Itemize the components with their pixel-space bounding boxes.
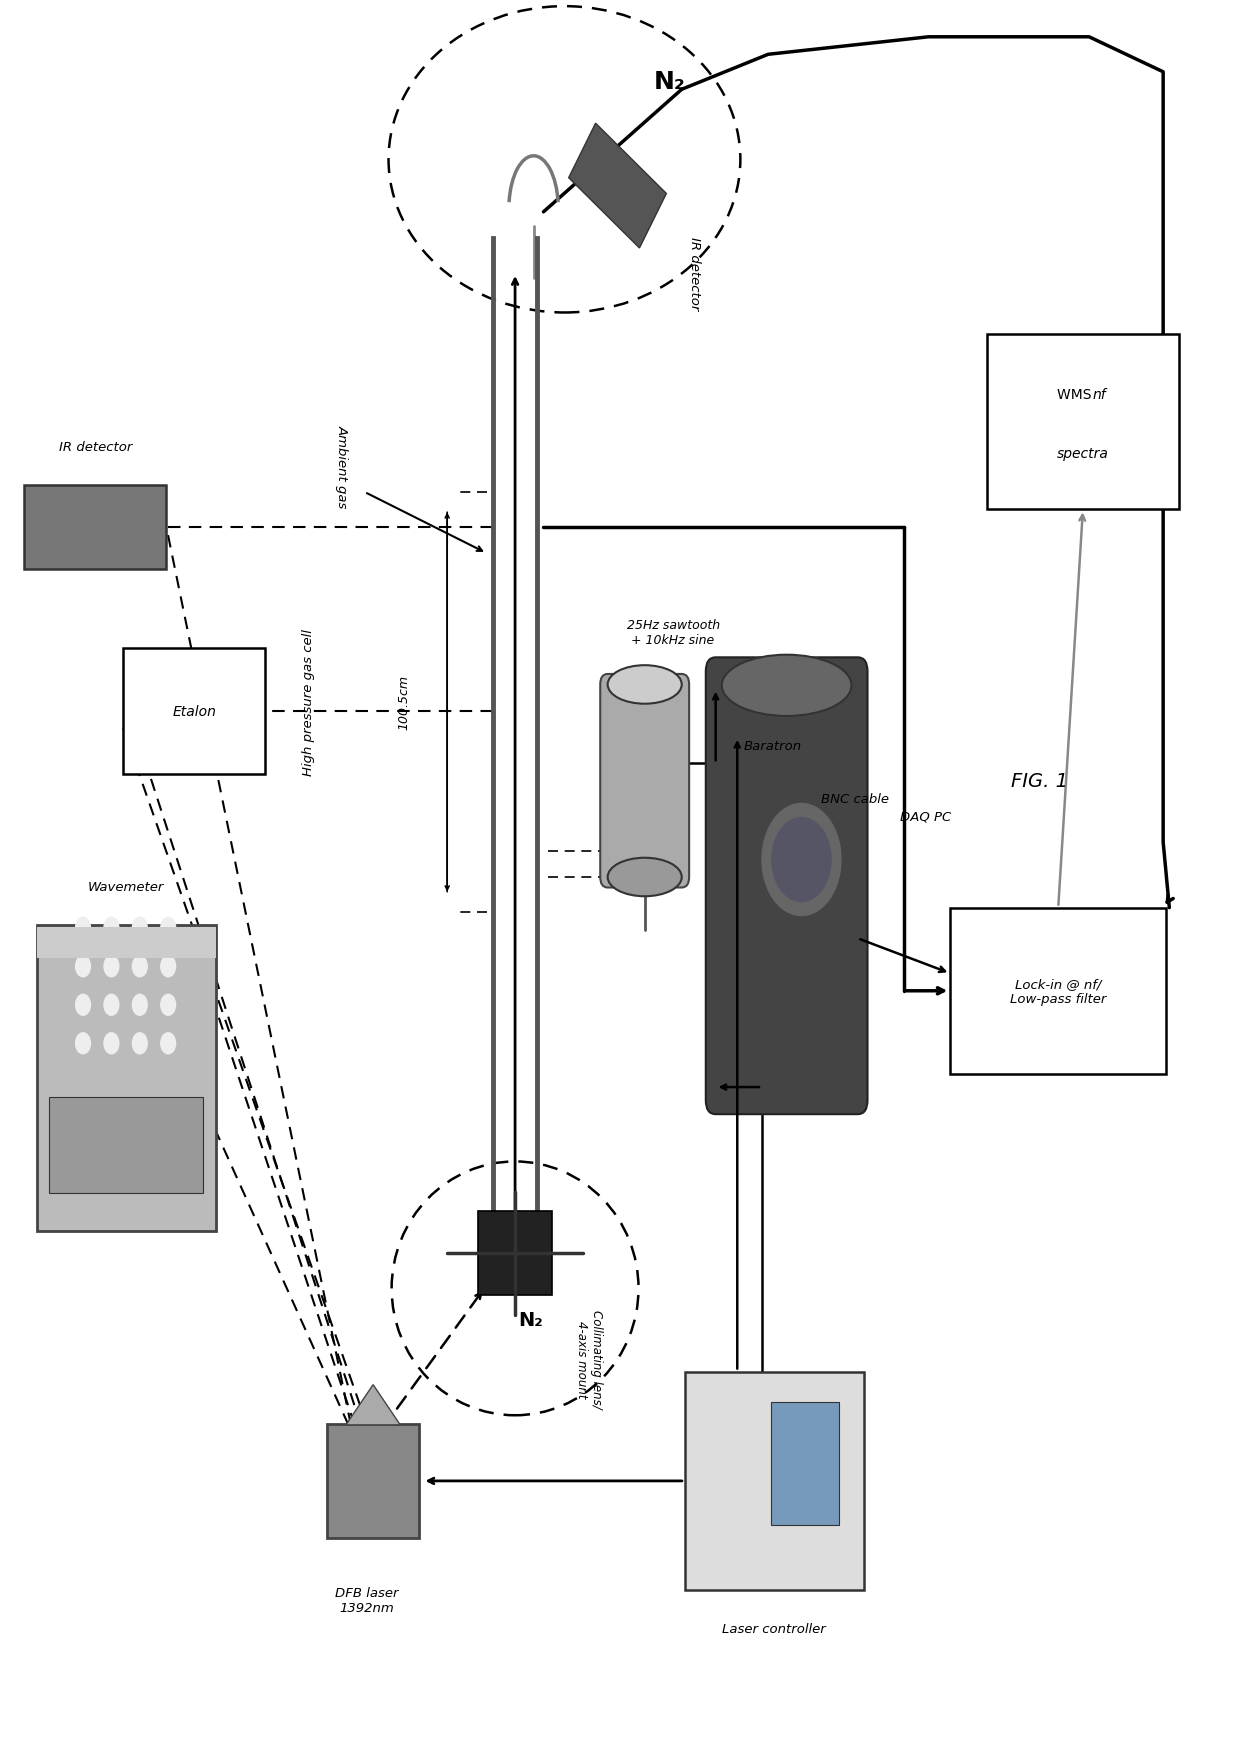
Ellipse shape bbox=[608, 858, 682, 897]
Text: Wavemeter: Wavemeter bbox=[88, 881, 165, 893]
Text: spectra: spectra bbox=[1056, 448, 1109, 462]
Text: Etalon: Etalon bbox=[172, 704, 216, 718]
Text: Lock-in @ nf/
Low-pass filter: Lock-in @ nf/ Low-pass filter bbox=[1011, 978, 1106, 1006]
Text: WMS: WMS bbox=[1056, 388, 1110, 402]
Circle shape bbox=[76, 1034, 91, 1055]
Text: IR detector: IR detector bbox=[58, 441, 131, 453]
Text: nf: nf bbox=[1092, 388, 1106, 402]
Text: Laser controller: Laser controller bbox=[723, 1622, 826, 1636]
Bar bbox=[684, 1372, 864, 1590]
Bar bbox=[771, 1402, 839, 1525]
Text: Collimating lens/
4-axis mount: Collimating lens/ 4-axis mount bbox=[575, 1309, 603, 1408]
Bar bbox=[327, 1425, 419, 1537]
Circle shape bbox=[161, 995, 176, 1016]
Polygon shape bbox=[569, 125, 666, 249]
Bar bbox=[37, 927, 216, 958]
Bar bbox=[950, 907, 1167, 1074]
Bar bbox=[37, 925, 216, 1232]
Text: 25Hz sawtooth
+ 10kHz sine: 25Hz sawtooth + 10kHz sine bbox=[626, 618, 719, 646]
Bar bbox=[123, 648, 265, 774]
Circle shape bbox=[133, 956, 148, 978]
Circle shape bbox=[771, 818, 831, 902]
Ellipse shape bbox=[608, 665, 682, 704]
Circle shape bbox=[104, 956, 119, 978]
Circle shape bbox=[161, 918, 176, 939]
Text: High pressure gas cell: High pressure gas cell bbox=[303, 628, 315, 776]
Text: BNC cable: BNC cable bbox=[821, 792, 889, 806]
Circle shape bbox=[761, 804, 841, 916]
Circle shape bbox=[161, 956, 176, 978]
Bar bbox=[50, 1097, 203, 1193]
Bar bbox=[25, 486, 166, 570]
Circle shape bbox=[161, 1034, 176, 1055]
FancyBboxPatch shape bbox=[479, 1211, 552, 1295]
Circle shape bbox=[133, 1034, 148, 1055]
Ellipse shape bbox=[722, 655, 852, 716]
Text: 100.5cm: 100.5cm bbox=[398, 676, 410, 730]
Text: Baratron: Baratron bbox=[744, 741, 801, 753]
Circle shape bbox=[76, 956, 91, 978]
Polygon shape bbox=[346, 1385, 401, 1425]
Circle shape bbox=[76, 995, 91, 1016]
Text: N₂: N₂ bbox=[653, 70, 686, 93]
FancyBboxPatch shape bbox=[706, 658, 868, 1114]
Circle shape bbox=[104, 995, 119, 1016]
FancyBboxPatch shape bbox=[600, 674, 689, 888]
Text: Ambient gas: Ambient gas bbox=[336, 425, 348, 507]
Text: FIG. 1: FIG. 1 bbox=[1011, 772, 1068, 792]
Circle shape bbox=[104, 918, 119, 939]
Text: DFB laser
1392nm: DFB laser 1392nm bbox=[335, 1587, 399, 1615]
Circle shape bbox=[76, 918, 91, 939]
Circle shape bbox=[133, 918, 148, 939]
Text: N₂: N₂ bbox=[518, 1311, 543, 1330]
Text: DAQ PC: DAQ PC bbox=[900, 809, 951, 823]
Circle shape bbox=[104, 1034, 119, 1055]
Circle shape bbox=[133, 995, 148, 1016]
Text: IR detector: IR detector bbox=[687, 237, 701, 311]
Bar bbox=[987, 335, 1178, 511]
